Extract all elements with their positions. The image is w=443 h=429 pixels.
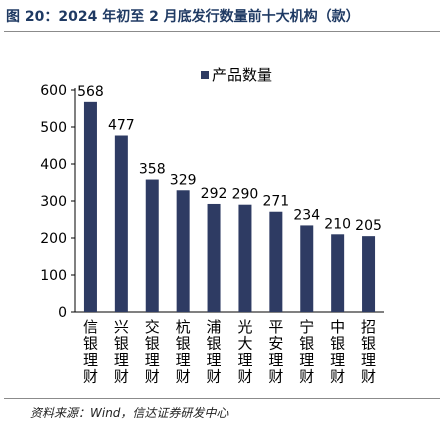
x-tick-label: 杭银理财 [176, 318, 191, 386]
footer-divider [4, 398, 440, 399]
y-tick-label: 100 [40, 268, 67, 284]
data-label: 568 [77, 84, 104, 100]
source-note: 资料来源：Wind，信达证券研发中心 [30, 406, 229, 420]
data-label: 205 [355, 218, 382, 234]
x-tick-label: 宁银理财 [299, 318, 314, 386]
x-tick-label: 信银理财 [83, 318, 98, 386]
data-label: 329 [170, 172, 197, 188]
y-tick-label: 400 [40, 157, 67, 173]
bar [362, 236, 376, 312]
x-tick-label: 招银理财 [361, 318, 376, 386]
bar [83, 101, 97, 312]
y-tick-label: 300 [40, 194, 67, 210]
data-label: 292 [201, 186, 228, 202]
legend-swatch [201, 71, 209, 79]
figure-title: 图 20：2024 年初至 2 月底发行数量前十大机构（款） [6, 9, 360, 25]
data-label: 358 [139, 162, 166, 178]
x-tick-label: 光大理财 [237, 318, 252, 386]
legend-label: 产品数量 [212, 66, 272, 84]
x-tick-label: 平安理财 [268, 318, 283, 386]
y-tick-label: 0 [58, 305, 67, 321]
bar [300, 225, 314, 312]
x-tick-label: 浦银理财 [207, 318, 222, 386]
bar [114, 135, 128, 312]
y-tick-label: 600 [40, 83, 67, 99]
data-label: 210 [324, 216, 351, 232]
data-label: 234 [293, 207, 320, 223]
bar [176, 190, 190, 312]
title-divider [4, 31, 440, 32]
y-tick-label: 200 [40, 231, 67, 247]
bar [269, 211, 283, 312]
bar [145, 179, 159, 312]
x-tick-label: 交银理财 [145, 318, 160, 386]
bar [238, 204, 252, 312]
data-label: 290 [232, 187, 259, 203]
data-label: 477 [108, 118, 135, 134]
data-label: 271 [262, 194, 289, 210]
x-tick-label: 兴银理财 [114, 318, 129, 386]
y-tick-label: 500 [40, 120, 67, 136]
x-tick-label: 中银理财 [330, 318, 345, 386]
bar [331, 234, 345, 312]
bar [207, 203, 221, 312]
